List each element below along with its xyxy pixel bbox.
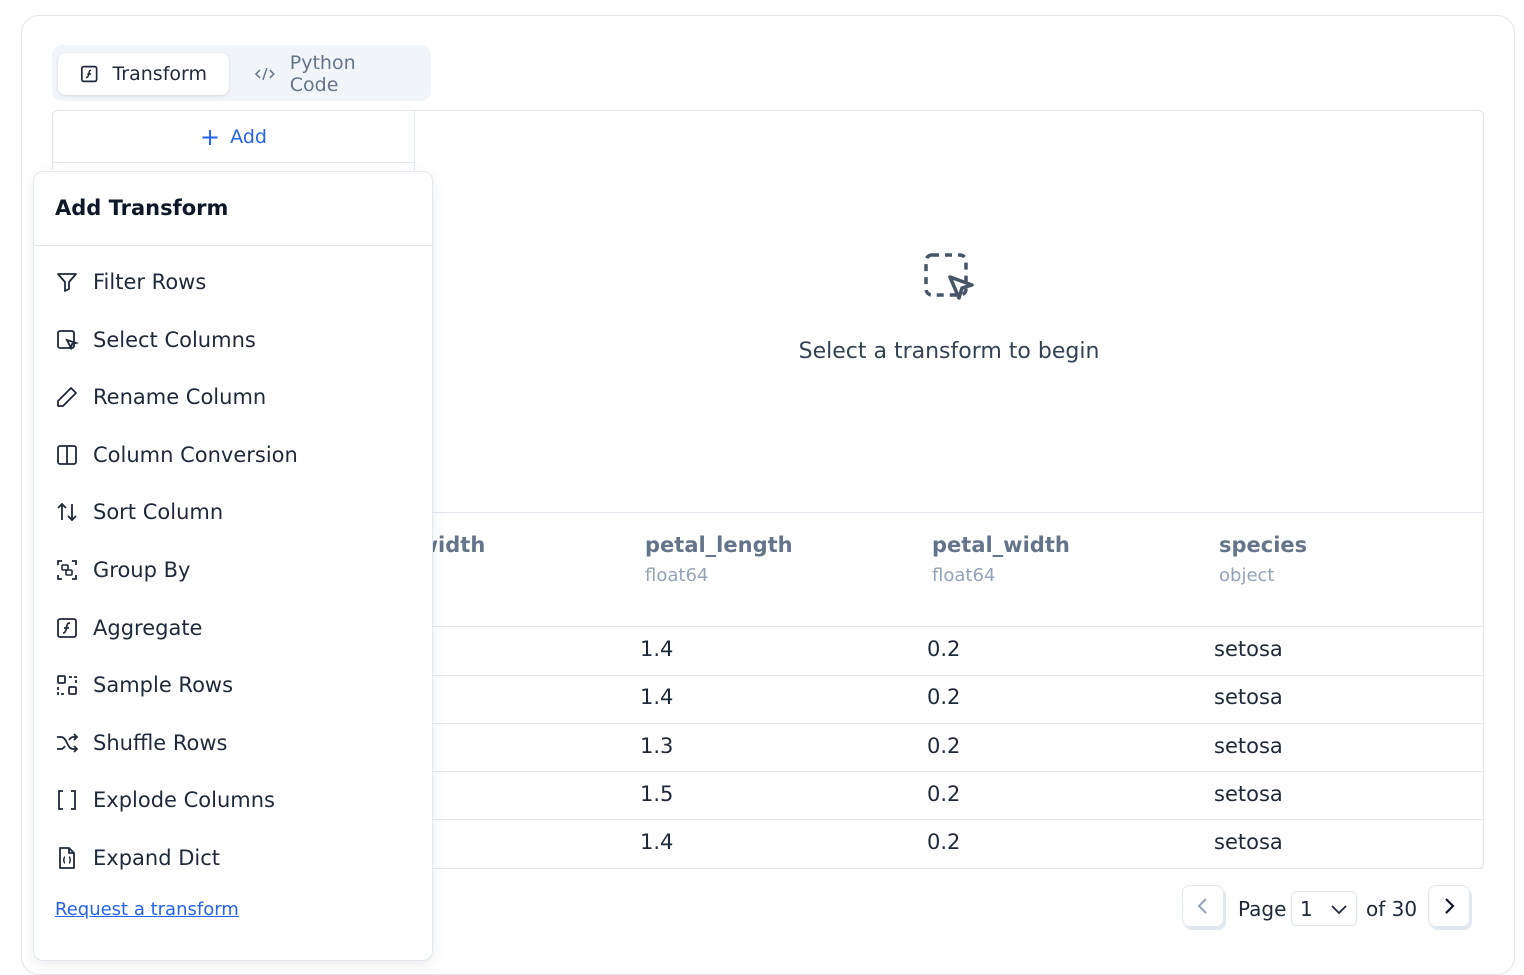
menu-item-explode-columns[interactable]: Explode Columns	[55, 788, 275, 812]
tab-python-code[interactable]: Python Code	[232, 52, 431, 96]
tab-label: Python Code	[289, 52, 356, 96]
menu-item-sample-rows[interactable]: Sample Rows	[55, 673, 233, 697]
menu-item-label: Select Columns	[93, 327, 256, 352]
table-cell: 1.5	[640, 781, 674, 806]
function-icon	[81, 65, 98, 83]
select-columns-icon	[57, 329, 79, 351]
add-transform-menu: Add Transform Filter Rows Select Columns R…	[33, 171, 433, 961]
chevron-left-icon	[1197, 898, 1207, 914]
request-transform-link[interactable]: Request a transform	[55, 899, 239, 920]
shuffle-icon	[57, 733, 79, 753]
menu-item-label: Sample Rows	[93, 673, 234, 698]
function-icon	[57, 617, 77, 638]
tab-bar: Transform Python Code	[52, 45, 431, 101]
tab-transform[interactable]: Transform	[58, 53, 229, 95]
brackets-icon	[58, 790, 76, 811]
menu-item-label: Rename Column	[93, 385, 267, 410]
next-page-button[interactable]	[1428, 885, 1470, 927]
menu-item-sort-column[interactable]: Sort Column	[55, 500, 223, 524]
empty-state-text: Select a transform to begin	[798, 339, 1100, 364]
menu-item-label: Filter Rows	[93, 270, 207, 294]
sample-icon	[57, 675, 77, 696]
table-cell: 0.2	[927, 830, 961, 855]
menu-item-shuffle-rows[interactable]: Shuffle Rows	[55, 731, 227, 755]
table-cell: 1.4	[640, 685, 674, 710]
menu-item-label: Aggregate	[93, 615, 203, 640]
menu-item-expand-dict[interactable]: Expand Dict	[55, 846, 220, 870]
menu-item-label: Expand Dict	[93, 846, 220, 870]
empty-state	[415, 251, 1483, 309]
file-braces-icon	[59, 847, 75, 869]
column-header[interactable]: species object	[1219, 533, 1308, 586]
table-cell: 0.2	[927, 637, 961, 661]
table-cell: 0.2	[927, 685, 961, 710]
table-cell: 1.4	[640, 637, 674, 661]
table-row: 1.4 0.2 setosa	[415, 820, 1483, 869]
table-row: 1.3 0.2 setosa	[415, 724, 1483, 773]
columns-icon	[57, 444, 77, 465]
menu-item-column-conversion[interactable]: Column Conversion	[55, 443, 298, 467]
prev-page-button[interactable]	[1182, 885, 1224, 927]
filter-icon	[57, 273, 77, 292]
table-cell: 0.2	[927, 733, 961, 758]
table-cell: setosa	[1214, 781, 1283, 806]
chevron-right-icon	[1445, 898, 1455, 914]
menu-item-label: Group By	[93, 558, 191, 582]
menu-item-label: Shuffle Rows	[93, 730, 228, 755]
table-row: 1.4 0.2 setosa	[415, 675, 1483, 724]
menu-title: Add Transform	[34, 172, 432, 246]
group-icon	[57, 560, 77, 580]
table-row: 1.4 0.2 setosa	[415, 627, 1483, 676]
page-count: of 30	[1366, 897, 1418, 921]
table-cell: setosa	[1214, 733, 1283, 758]
add-transform-button[interactable]: + Add	[53, 111, 414, 163]
menu-item-label: Column Conversion	[93, 442, 298, 467]
table-cell: setosa	[1214, 685, 1283, 710]
page-value: 1	[1300, 896, 1313, 921]
menu-item-rename-column[interactable]: Rename Column	[55, 385, 266, 409]
code-icon	[254, 67, 275, 81]
menu-item-select-columns[interactable]: Select Columns	[55, 328, 256, 352]
add-label: Add	[230, 125, 267, 148]
column-header[interactable]: petal_length float64	[645, 533, 793, 586]
menu-item-group-by[interactable]: Group By	[55, 558, 190, 582]
table-cell: 1.4	[640, 830, 674, 855]
page-select[interactable]: 1	[1291, 891, 1357, 926]
tab-label: Transform	[112, 63, 207, 85]
menu-item-filter-rows[interactable]: Filter Rows	[55, 270, 206, 294]
sort-icon	[57, 503, 77, 522]
table-row: 1.5 0.2 setosa	[415, 772, 1483, 821]
pencil-icon	[57, 387, 77, 408]
column-header[interactable]: petal_width float64	[932, 533, 1070, 586]
menu-item-label: Sort Column	[93, 500, 224, 525]
chevron-down-icon	[1331, 904, 1347, 914]
page-label: Page	[1238, 897, 1287, 921]
table-cell: setosa	[1214, 830, 1283, 855]
plus-icon: +	[200, 122, 221, 151]
menu-item-label: Explode Columns	[93, 788, 275, 813]
menu-item-aggregate[interactable]: Aggregate	[55, 616, 202, 640]
transform-list-panel: + Add	[52, 110, 415, 170]
table-cell: setosa	[1214, 637, 1283, 661]
preview-panel: Select a transform to begin sepal_widthf…	[345, 110, 1484, 869]
table-cell: 0.2	[927, 781, 961, 806]
table-cell: 1.3	[640, 733, 674, 758]
dashed-select-cursor-icon	[924, 253, 974, 300]
